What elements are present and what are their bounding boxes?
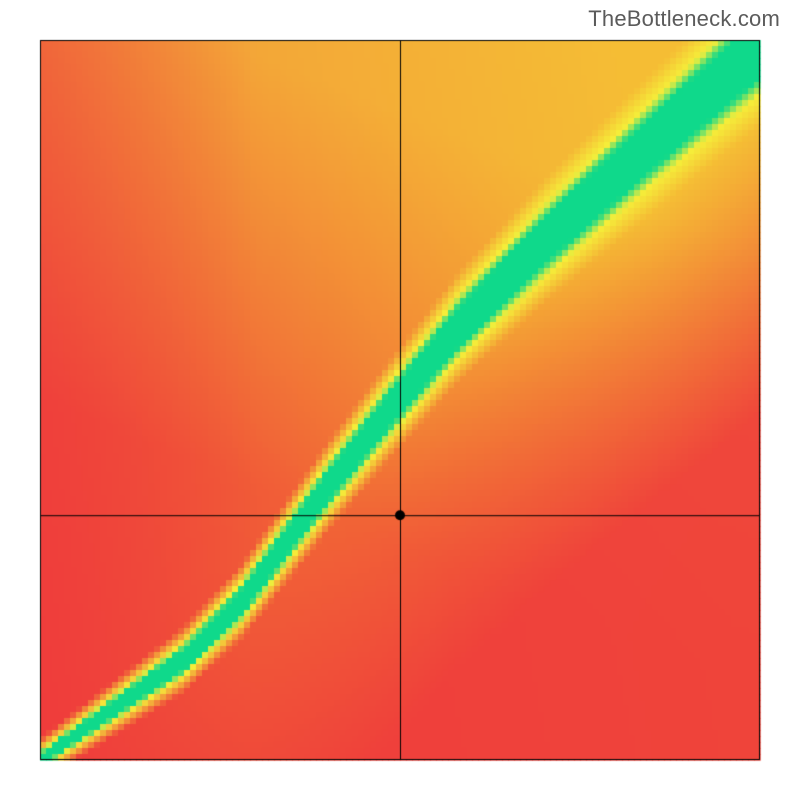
heatmap-canvas	[0, 0, 800, 800]
chart-container: TheBottleneck.com	[0, 0, 800, 800]
watermark-text: TheBottleneck.com	[588, 6, 780, 32]
